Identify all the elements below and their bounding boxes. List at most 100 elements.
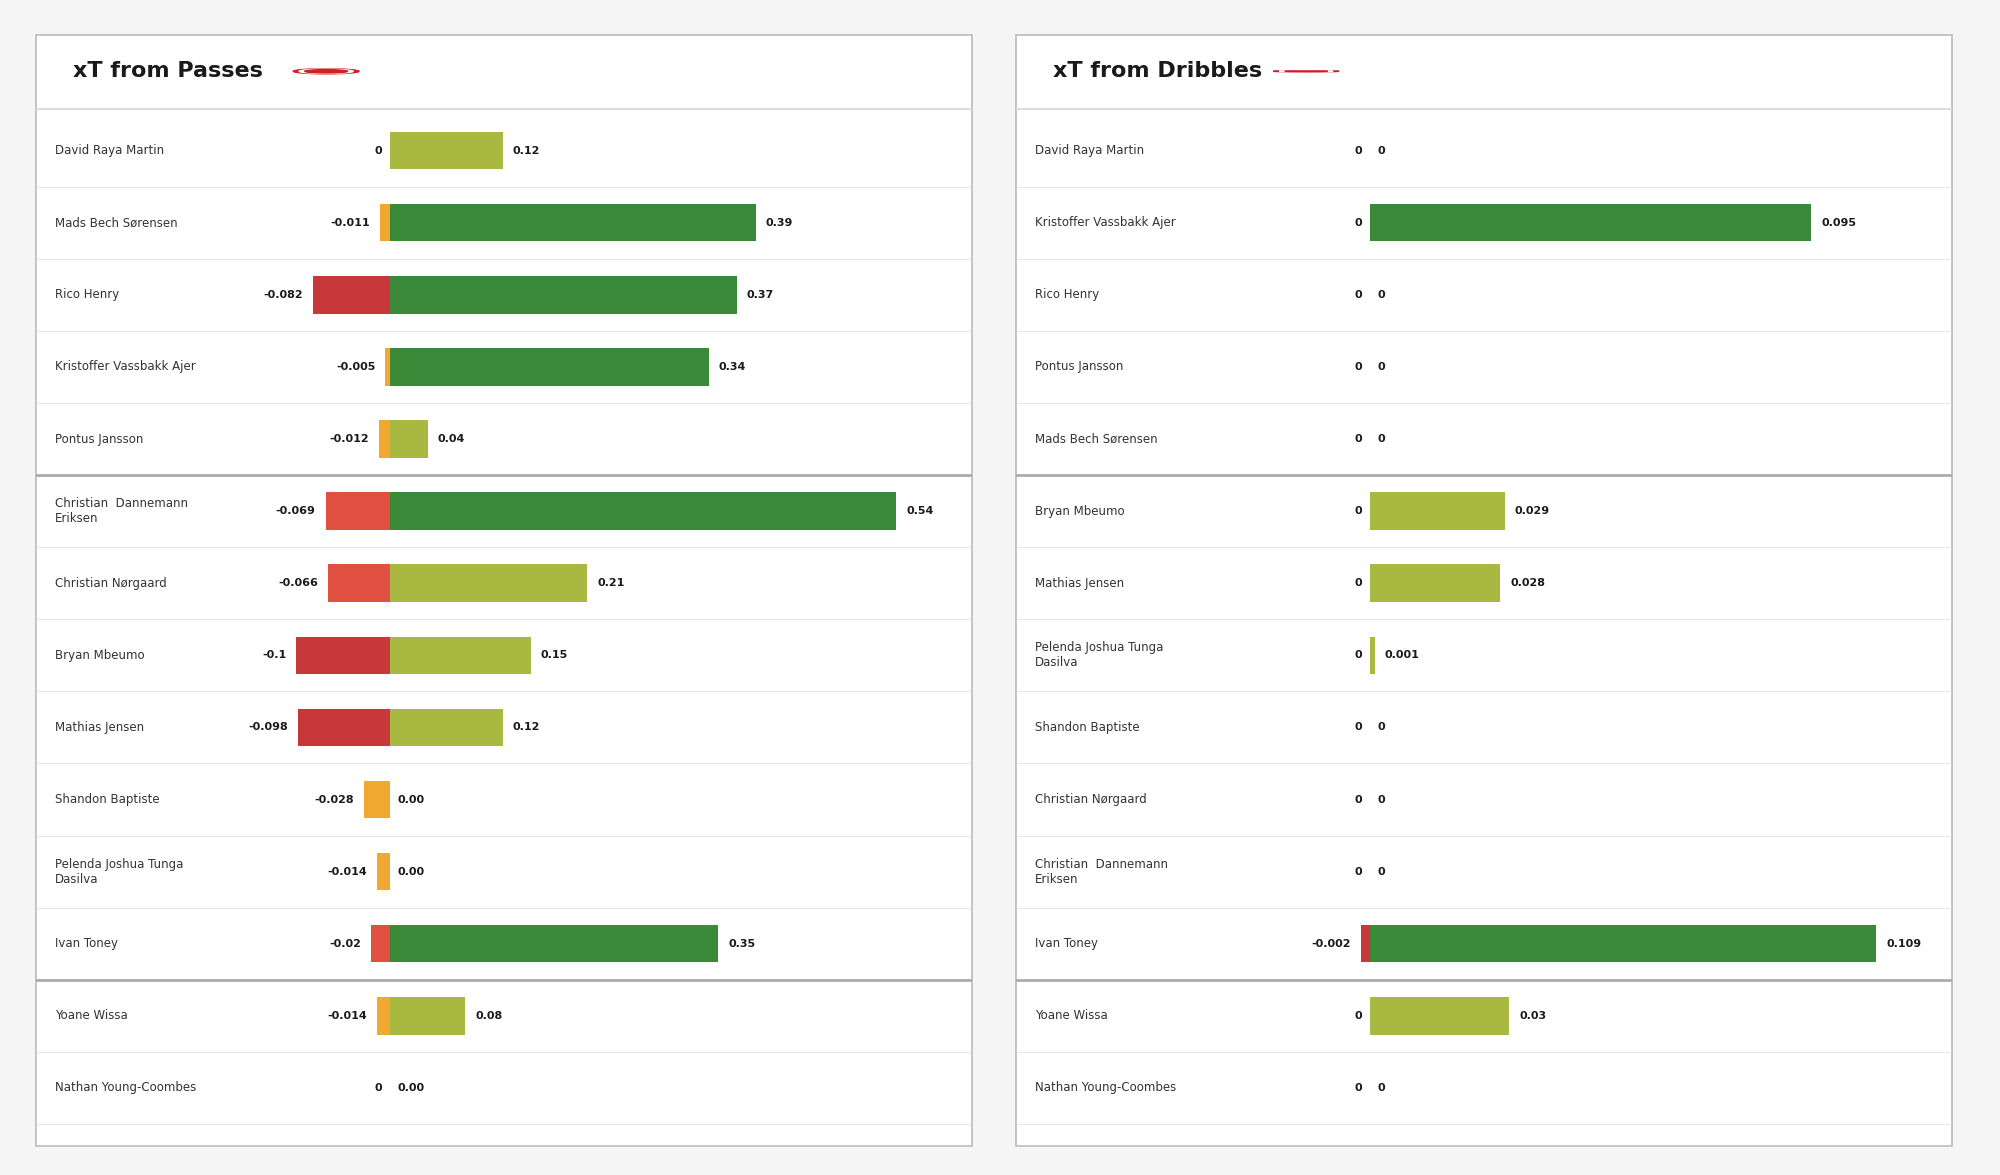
Text: -0.028: -0.028 [314, 794, 354, 805]
Text: Mads Bech Sørensen: Mads Bech Sørensen [54, 216, 178, 229]
Bar [380, 204, 390, 242]
Text: -0.098: -0.098 [248, 723, 288, 732]
Bar [386, 348, 390, 385]
Text: Mathias Jensen: Mathias Jensen [1034, 577, 1124, 590]
Text: Ivan Toney: Ivan Toney [54, 938, 118, 951]
Text: 0.001: 0.001 [1384, 650, 1420, 660]
Text: -0.02: -0.02 [330, 939, 362, 948]
Text: 0: 0 [374, 146, 382, 155]
Text: xT from Dribbles: xT from Dribbles [1054, 61, 1262, 81]
Text: David Raya Martin: David Raya Martin [54, 145, 164, 157]
Text: 0: 0 [1354, 578, 1362, 589]
Text: 0.04: 0.04 [438, 434, 466, 444]
Bar [326, 492, 390, 530]
Text: 0.12: 0.12 [512, 723, 540, 732]
Text: Rico Henry: Rico Henry [54, 288, 118, 301]
Text: Pelenda Joshua Tunga
Dasilva: Pelenda Joshua Tunga Dasilva [54, 858, 184, 886]
Text: Yoane Wissa: Yoane Wissa [54, 1009, 128, 1022]
Bar [378, 853, 390, 891]
Text: Mathias Jensen: Mathias Jensen [54, 721, 144, 734]
Text: 0.095: 0.095 [1822, 217, 1856, 228]
Text: 0: 0 [1354, 723, 1362, 732]
Bar [298, 709, 390, 746]
Bar [390, 998, 466, 1035]
Bar [328, 564, 390, 602]
Text: Shandon Baptiste: Shandon Baptiste [54, 793, 160, 806]
Text: 0: 0 [1378, 867, 1386, 877]
Bar [390, 637, 530, 674]
Text: 0: 0 [1354, 650, 1362, 660]
Text: Bryan Mbeumo: Bryan Mbeumo [1034, 504, 1124, 518]
Bar [1370, 204, 1812, 242]
Text: -0.012: -0.012 [330, 434, 368, 444]
Text: 0: 0 [1354, 362, 1362, 372]
Text: 0.03: 0.03 [1520, 1010, 1546, 1021]
Bar [1370, 998, 1510, 1035]
Circle shape [304, 69, 348, 73]
Text: Nathan Young-Coombes: Nathan Young-Coombes [54, 1081, 196, 1094]
Bar [390, 204, 756, 242]
Bar [390, 276, 736, 314]
Text: -0.066: -0.066 [278, 578, 318, 589]
Text: Yoane Wissa: Yoane Wissa [1034, 1009, 1108, 1022]
Text: Pelenda Joshua Tunga
Dasilva: Pelenda Joshua Tunga Dasilva [1034, 642, 1164, 670]
Text: 0.00: 0.00 [398, 867, 424, 877]
Text: 0: 0 [1378, 290, 1386, 300]
Text: -0.014: -0.014 [328, 1010, 366, 1021]
Text: 0: 0 [374, 1083, 382, 1093]
Text: 0: 0 [1378, 723, 1386, 732]
Text: Christian Nørgaard: Christian Nørgaard [1034, 793, 1146, 806]
Bar [1360, 925, 1370, 962]
Text: 0: 0 [1354, 434, 1362, 444]
Text: Christian  Dannemann
Eriksen: Christian Dannemann Eriksen [54, 497, 188, 525]
Text: 0.028: 0.028 [1510, 578, 1546, 589]
Text: Pontus Jansson: Pontus Jansson [54, 432, 144, 445]
Text: Christian Nørgaard: Christian Nørgaard [54, 577, 166, 590]
Text: Ivan Toney: Ivan Toney [1034, 938, 1098, 951]
Bar [1370, 564, 1500, 602]
Text: 0: 0 [1354, 217, 1362, 228]
Text: Rico Henry: Rico Henry [1034, 288, 1098, 301]
Text: Shandon Baptiste: Shandon Baptiste [1034, 721, 1140, 734]
Bar [390, 132, 502, 169]
Text: 0: 0 [1354, 867, 1362, 877]
Text: 0.00: 0.00 [398, 1083, 424, 1093]
Text: 0: 0 [1354, 506, 1362, 516]
Bar [390, 709, 502, 746]
Bar [1370, 637, 1374, 674]
Text: Kristoffer Vassbakk Ajer: Kristoffer Vassbakk Ajer [1034, 216, 1176, 229]
Bar [390, 564, 586, 602]
Text: -0.002: -0.002 [1312, 939, 1350, 948]
Text: -0.014: -0.014 [328, 867, 366, 877]
Text: 0: 0 [1354, 290, 1362, 300]
Bar [372, 925, 390, 962]
Circle shape [300, 69, 354, 73]
Bar [1370, 925, 1876, 962]
Text: 0.21: 0.21 [598, 578, 624, 589]
Bar [390, 925, 718, 962]
Text: 0.08: 0.08 [476, 1010, 502, 1021]
Text: xT from Passes: xT from Passes [74, 61, 264, 81]
Bar [390, 421, 428, 458]
Text: 0.35: 0.35 [728, 939, 756, 948]
Text: -0.011: -0.011 [330, 217, 370, 228]
Text: 0.39: 0.39 [766, 217, 794, 228]
Text: 0: 0 [1354, 794, 1362, 805]
Text: Pontus Jansson: Pontus Jansson [1034, 361, 1124, 374]
Text: 0: 0 [1378, 1083, 1386, 1093]
FancyBboxPatch shape [36, 35, 972, 1146]
Text: 0: 0 [1378, 362, 1386, 372]
Text: Nathan Young-Coombes: Nathan Young-Coombes [1034, 1081, 1176, 1094]
Text: 0.00: 0.00 [398, 794, 424, 805]
Text: 0: 0 [1378, 794, 1386, 805]
Circle shape [294, 69, 360, 74]
Text: Kristoffer Vassbakk Ajer: Kristoffer Vassbakk Ajer [54, 361, 196, 374]
Bar [378, 998, 390, 1035]
Bar [378, 421, 390, 458]
Text: -0.005: -0.005 [336, 362, 376, 372]
FancyBboxPatch shape [1016, 35, 1952, 1146]
Bar [314, 276, 390, 314]
Text: 0: 0 [1354, 146, 1362, 155]
Text: Mads Bech Sørensen: Mads Bech Sørensen [1034, 432, 1158, 445]
Text: 0: 0 [1354, 1083, 1362, 1093]
